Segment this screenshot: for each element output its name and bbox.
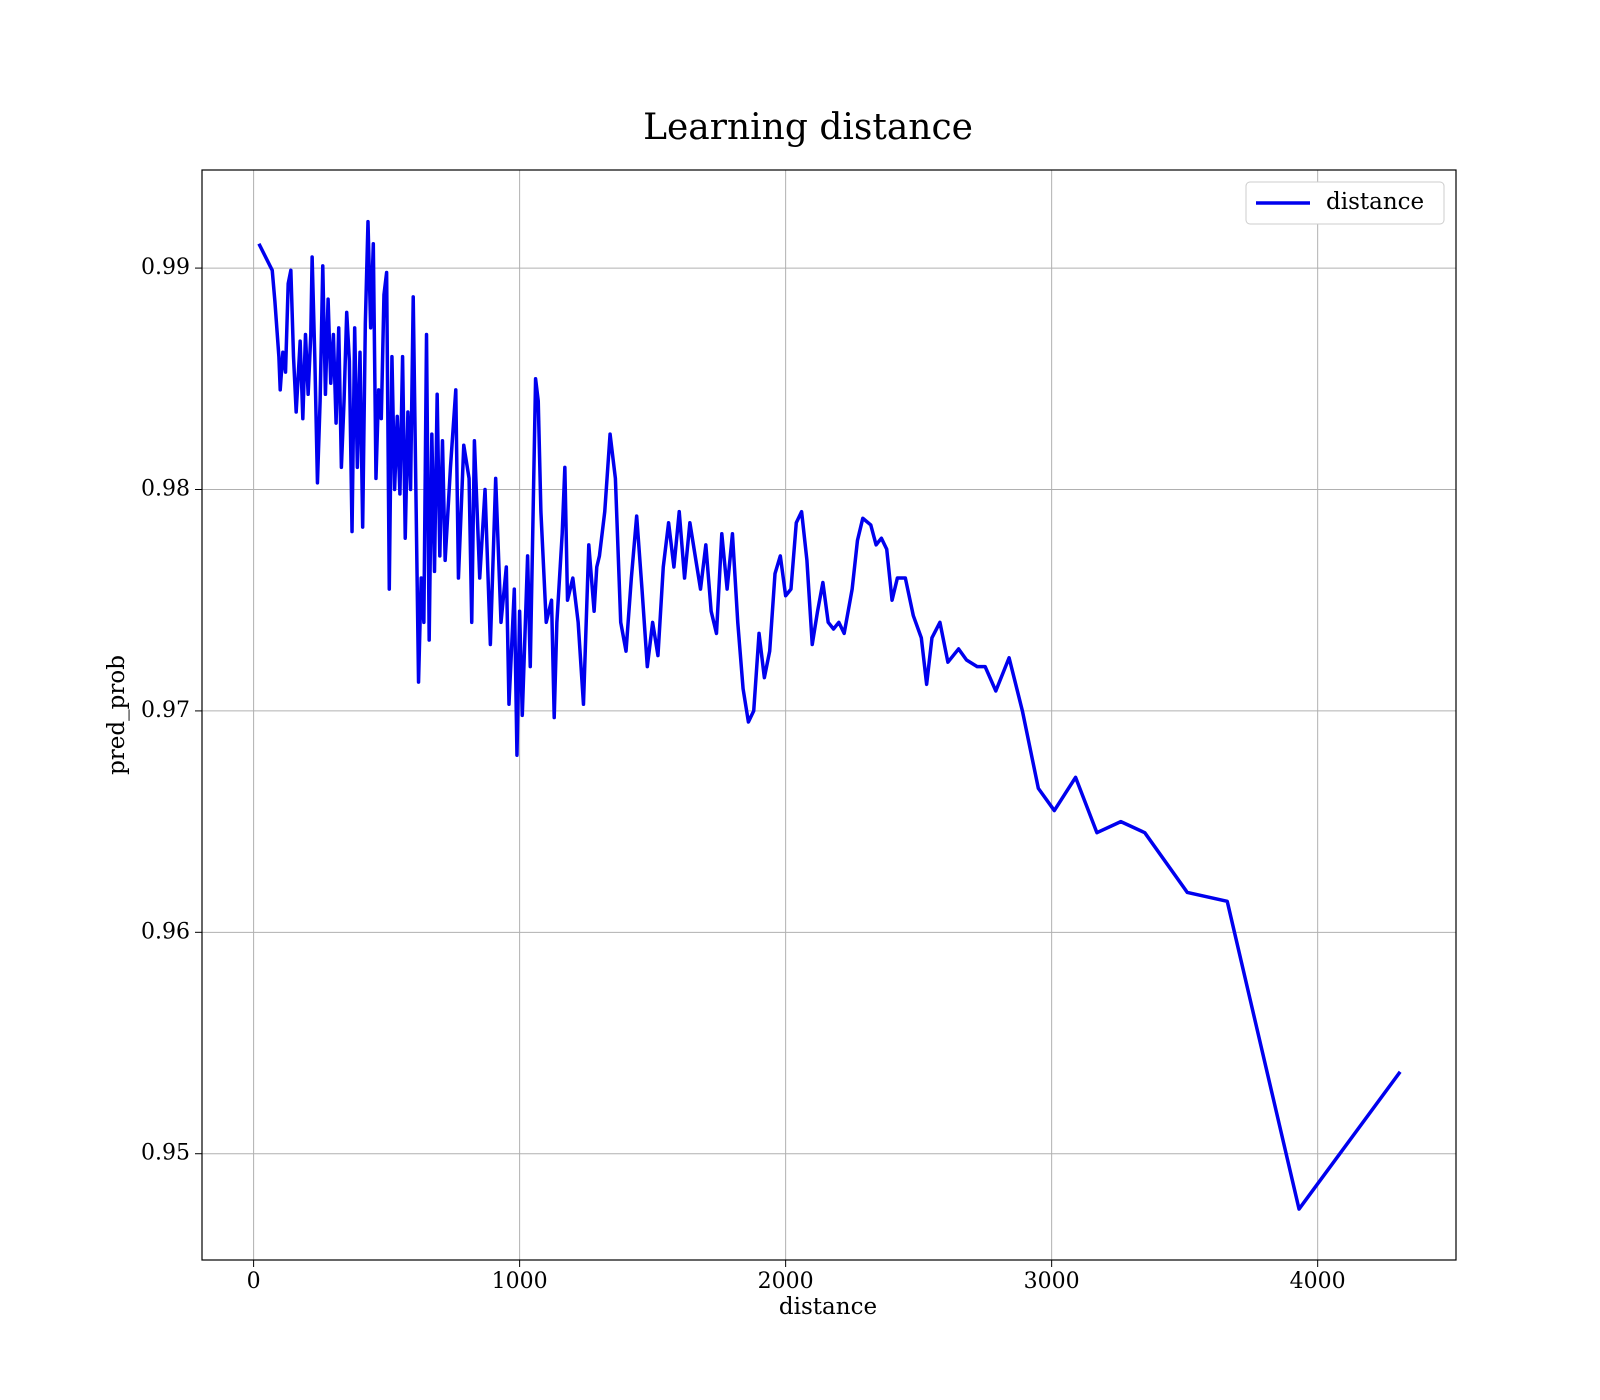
legend-box [1245,181,1445,225]
x-tick-label: 3000 [1024,1269,1080,1294]
chart-title: Learning distance [643,107,973,148]
x-axis-label: distance [779,1294,877,1320]
x-tick-label: 1000 [492,1269,548,1294]
y-tick-label: 0.95 [141,1141,190,1166]
x-tick-label: 2000 [758,1269,814,1294]
data-line [257,219,1402,1211]
y-tick-label: 0.99 [141,255,190,280]
x-tick-label: 0 [247,1269,261,1294]
y-tick-label: 0.98 [141,476,190,501]
y-tick-label: 0.97 [141,698,190,723]
legend-label: distance [1326,189,1424,215]
plot-frame [201,169,1457,1261]
y-axis-label: pred_prob [104,655,130,775]
y-tick-label: 0.96 [141,919,190,944]
x-tick-label: 4000 [1290,1269,1346,1294]
